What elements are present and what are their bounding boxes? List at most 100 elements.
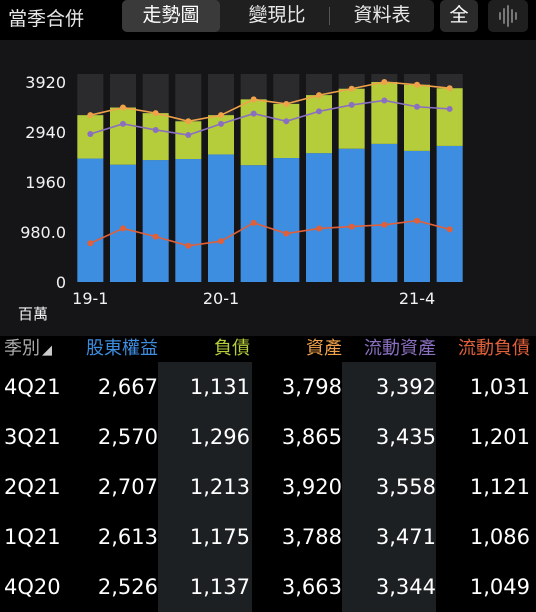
assets-cell: 3,798: [281, 375, 342, 399]
bar-liabilities: [142, 113, 169, 161]
series-point: [218, 238, 224, 245]
current-liabilities-cell: 1,031: [469, 375, 530, 399]
table-header: 季別 ◢ 股東權益 負債 資產 流動資產 流動負債: [0, 336, 536, 362]
bar-equity: [436, 145, 463, 282]
x-tick-label: 19-1: [72, 289, 108, 308]
assets-cell: 3,865: [281, 425, 342, 449]
view-segment: 走勢圖 變現比 資料表: [122, 0, 434, 32]
equity-cell: 2,570: [97, 425, 158, 449]
column-shade: [342, 362, 436, 412]
bar-liabilities: [404, 84, 430, 151]
current-assets-cell: 3,435: [375, 425, 436, 449]
series-point: [152, 110, 159, 117]
series-point: [120, 104, 126, 111]
bar-equity: [77, 158, 104, 282]
bar-liabilities: [175, 121, 202, 160]
table-row[interactable]: 2Q21 2,707 1,213 3,920 3,558 1,121: [0, 462, 536, 512]
series-point: [218, 112, 224, 119]
column-header-current-assets: 流動資產: [364, 338, 436, 359]
segment-divider: [329, 7, 330, 25]
bar-equity: [306, 153, 332, 282]
y-tick-label: 1960: [25, 173, 66, 192]
series-line: [90, 219, 450, 247]
bar-liabilities: [436, 88, 463, 146]
column-header-equity: 股東權益: [86, 338, 158, 359]
liabilities-cell: 1,137: [189, 575, 250, 599]
column-shade: [342, 512, 436, 562]
all-button[interactable]: 全: [440, 0, 478, 32]
series-point: [218, 120, 224, 127]
category-selector[interactable]: 當季合併: [8, 8, 85, 30]
series-point: [316, 225, 322, 232]
series-point: [348, 223, 355, 230]
table-row[interactable]: 3Q21 2,570 1,296 3,865 3,435 1,201: [0, 412, 536, 462]
series-point: [283, 100, 290, 107]
column-shade: [158, 362, 252, 412]
series-point: [381, 97, 388, 104]
equity-cell: 2,526: [97, 575, 158, 599]
series-point: [348, 101, 355, 108]
bar-liabilities: [371, 82, 398, 144]
bar-equity: [404, 150, 430, 282]
bar-equity: [371, 143, 398, 282]
series-point: [152, 233, 159, 240]
current-assets-cell: 3,344: [375, 575, 436, 599]
y-tick-label: 980.0: [20, 223, 66, 242]
bar-equity: [110, 164, 136, 282]
series-point: [185, 132, 192, 139]
bar-equity: [175, 159, 202, 282]
table-row[interactable]: 1Q21 2,613 1,175 3,788 3,471 1,086: [0, 512, 536, 562]
liabilities-cell: 1,175: [189, 525, 250, 549]
equity-cell: 2,613: [97, 525, 158, 549]
unit-label: 百萬: [18, 305, 48, 323]
series-point: [250, 110, 257, 117]
waveform-icon[interactable]: [488, 0, 528, 32]
quarter-cell: 4Q21: [4, 375, 61, 399]
liabilities-cell: 1,213: [189, 475, 250, 499]
assets-cell: 3,788: [281, 525, 342, 549]
table-row[interactable]: 4Q21 2,667 1,131 3,798 3,392 1,031: [0, 362, 536, 412]
series-line: [90, 81, 450, 123]
chart-svg: 3920 2940 1960 980.0 0 百萬 19-1 20-1 21-4: [18, 73, 463, 323]
series-point: [414, 103, 420, 110]
column-header-current-liabilities: 流動負債: [458, 338, 530, 359]
series-point: [381, 221, 388, 228]
table-row[interactable]: 4Q20 2,526 1,137 3,663 3,344 1,049: [0, 562, 536, 612]
current-liabilities-cell: 1,121: [469, 475, 530, 499]
column-header-assets: 資產: [306, 338, 342, 359]
series-point: [414, 217, 420, 224]
liabilities-cell: 1,131: [189, 375, 250, 399]
x-tick-label: 20-1: [203, 289, 239, 308]
liabilities-cell: 1,296: [189, 425, 250, 449]
y-tick-label: 3920: [25, 73, 66, 92]
y-tick-label: 2940: [25, 123, 66, 142]
series-point: [87, 112, 94, 119]
bar-equity: [208, 154, 234, 282]
quarter-cell: 2Q21: [4, 475, 61, 499]
current-assets-cell: 3,558: [375, 475, 436, 499]
column-header-quarter[interactable]: 季別 ◢: [4, 336, 64, 362]
tab-trend-chart[interactable]: 走勢圖: [122, 0, 220, 32]
current-assets-cell: 3,392: [375, 375, 436, 399]
series-point: [152, 126, 159, 133]
column-shade: [158, 512, 252, 562]
balance-sheet-chart: 3920 2940 1960 980.0 0 百萬 19-1 20-1 21-4: [0, 40, 536, 340]
current-assets-cell: 3,471: [375, 525, 436, 549]
series-point: [120, 225, 126, 232]
bar-equity: [273, 158, 300, 282]
series-point: [381, 79, 388, 85]
column-header-label: 季別: [4, 338, 40, 359]
column-shade: [158, 412, 252, 462]
series-point: [87, 131, 94, 138]
quarter-cell: 3Q21: [4, 425, 61, 449]
series-point: [185, 118, 192, 125]
y-tick-label: 0: [56, 273, 66, 292]
bar-liabilities: [273, 103, 300, 159]
current-liabilities-cell: 1,086: [469, 525, 530, 549]
series-point: [446, 105, 453, 112]
tab-liquidity-ratio[interactable]: 變現比: [248, 4, 306, 26]
series-point: [87, 240, 94, 247]
equity-cell: 2,707: [97, 475, 158, 499]
current-liabilities-cell: 1,201: [469, 425, 530, 449]
tab-data-table[interactable]: 資料表: [353, 4, 411, 26]
